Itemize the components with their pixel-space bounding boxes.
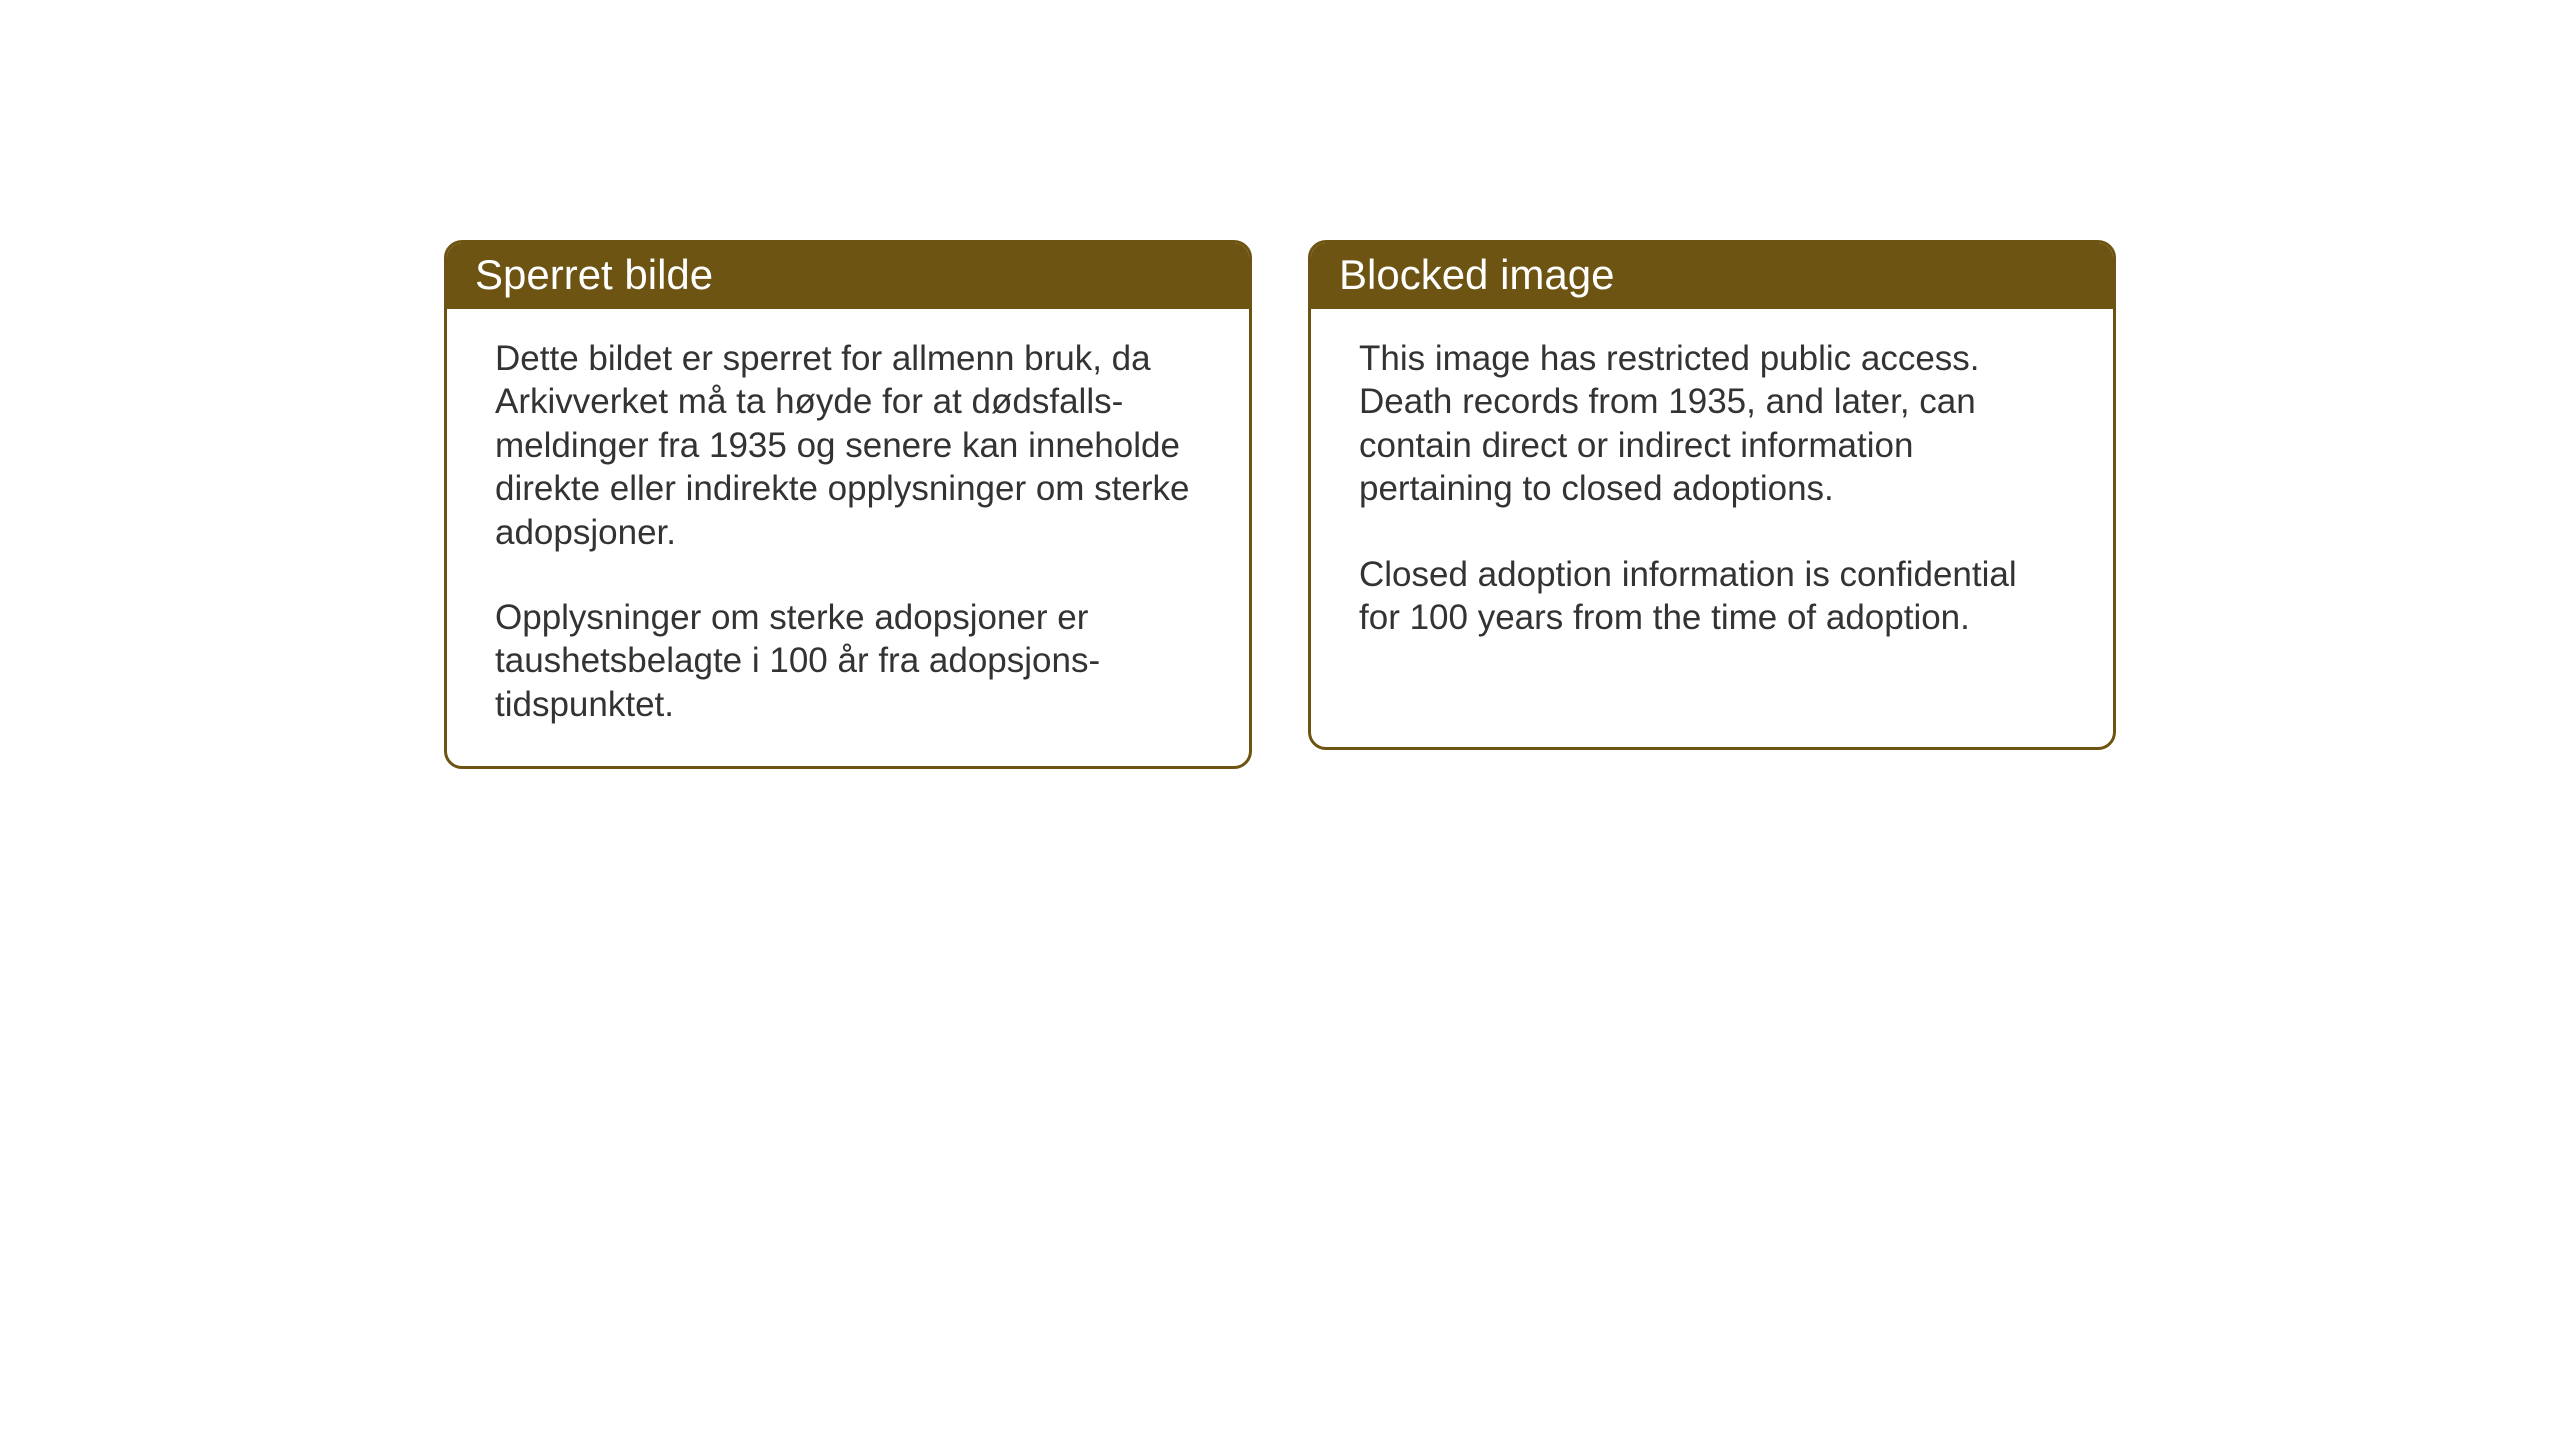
card-header-english: Blocked image xyxy=(1311,243,2113,309)
card-paragraph-1-english: This image has restricted public access.… xyxy=(1359,337,2065,511)
card-paragraph-1-norwegian: Dette bildet er sperret for allmenn bruk… xyxy=(495,337,1201,554)
card-title-norwegian: Sperret bilde xyxy=(475,251,713,298)
card-title-english: Blocked image xyxy=(1339,251,1614,298)
notice-container: Sperret bilde Dette bildet er sperret fo… xyxy=(444,240,2116,769)
notice-card-english: Blocked image This image has restricted … xyxy=(1308,240,2116,750)
notice-card-norwegian: Sperret bilde Dette bildet er sperret fo… xyxy=(444,240,1252,769)
card-paragraph-2-english: Closed adoption information is confident… xyxy=(1359,553,2065,640)
card-header-norwegian: Sperret bilde xyxy=(447,243,1249,309)
card-body-english: This image has restricted public access.… xyxy=(1311,309,2113,679)
card-paragraph-2-norwegian: Opplysninger om sterke adopsjoner er tau… xyxy=(495,596,1201,726)
card-body-norwegian: Dette bildet er sperret for allmenn bruk… xyxy=(447,309,1249,766)
